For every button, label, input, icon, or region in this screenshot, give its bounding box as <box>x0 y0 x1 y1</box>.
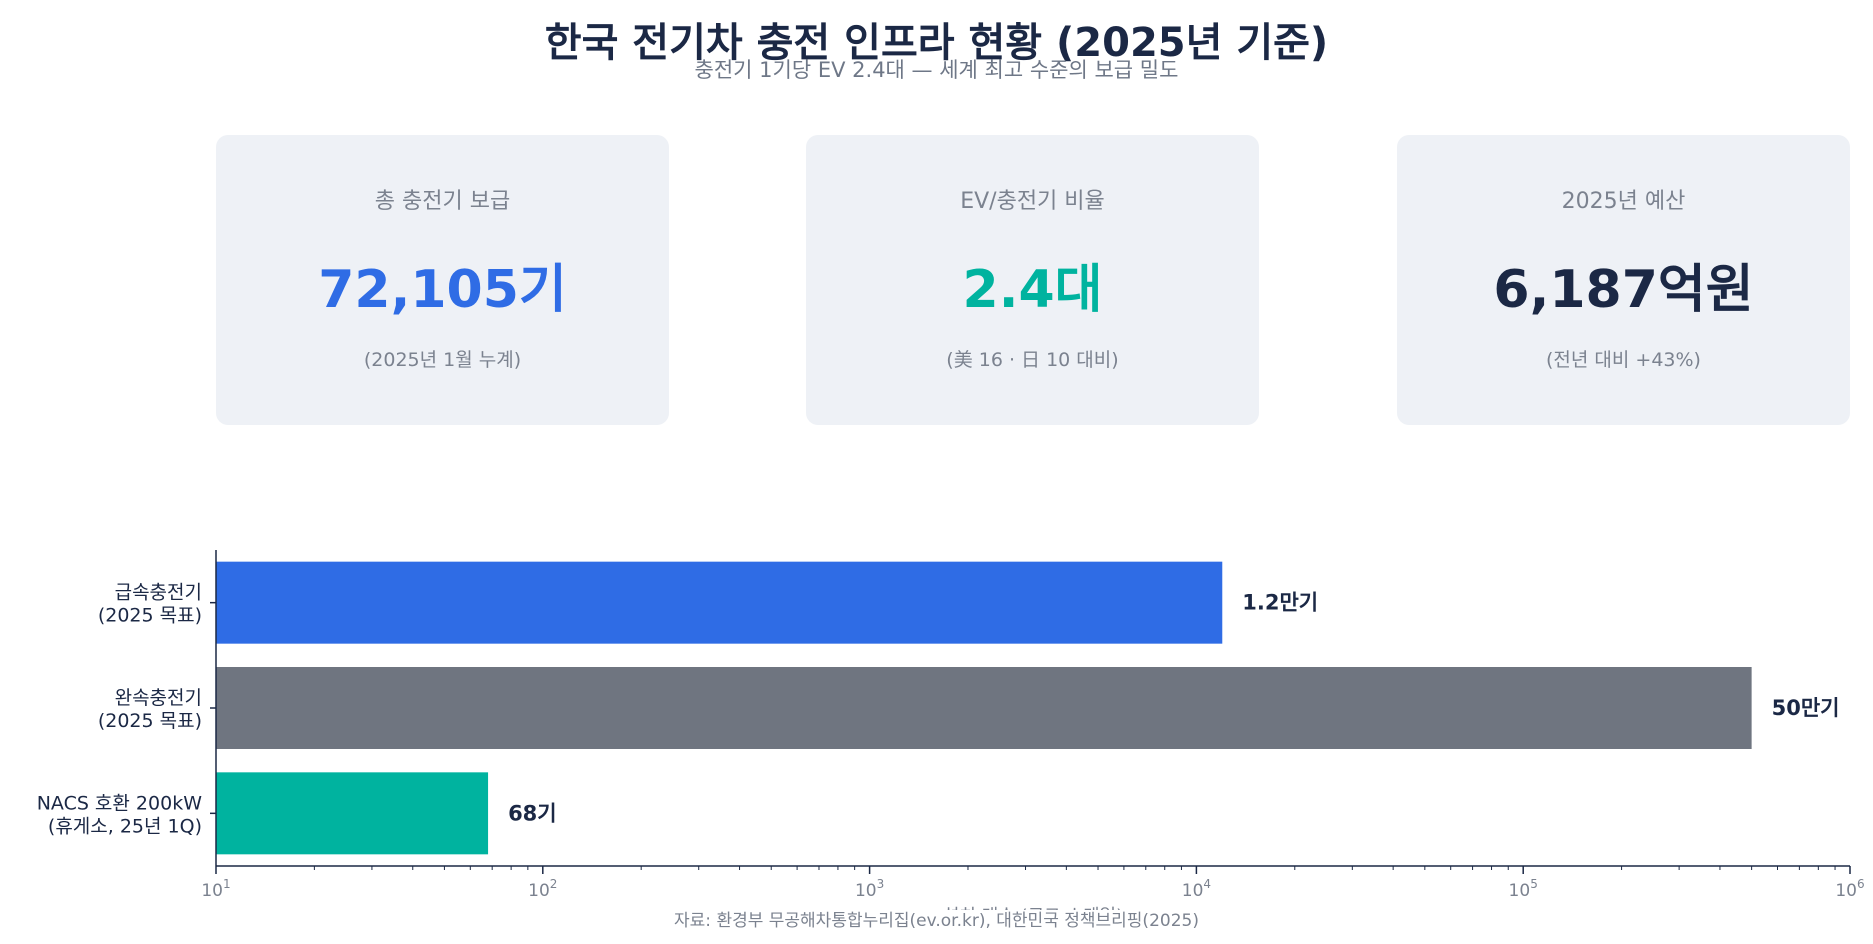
x-tick-label: 106 <box>1835 877 1864 901</box>
category-label: 급속충전기 (2025 목표) <box>98 582 202 627</box>
kpi-card-budget: 2025년 예산 6,187억원 (전년 대비 +43%) <box>1397 135 1850 425</box>
bar <box>216 667 1752 749</box>
bar-chart: 1.2만기 급속충전기 (2025 목표) 50만기 완속충전기 (2025 목표) 68기… <box>37 550 1865 910</box>
data-label: 50만기 <box>1772 696 1840 720</box>
bar <box>216 561 1223 644</box>
data-label: 1.2만기 <box>1242 591 1318 615</box>
kpi-label: 2025년 예산 <box>1561 189 1686 214</box>
kpi-card-ev-ratio: EV/충전기 비율 2.4대 (美 16 · 日 10 대비) <box>806 135 1259 425</box>
x-tick-label: 102 <box>528 877 557 901</box>
kpi-value: 6,187억원 <box>1493 260 1754 320</box>
kpi-note: (美 16 · 日 10 대비) <box>946 349 1119 371</box>
x-tick-label: 101 <box>201 877 230 901</box>
kpi-card-total-chargers: 총 충전기 보급 72,105기 (2025년 1월 누계) <box>216 135 669 425</box>
x-tick-label: 103 <box>855 877 884 901</box>
kpi-value: 2.4대 <box>962 260 1103 320</box>
kpi-label: EV/충전기 비율 <box>960 189 1105 214</box>
source-footnote: 자료: 환경부 무공해차통합누리집(ev.or.kr), 대한민국 정책브리핑(… <box>674 911 1199 931</box>
data-label: 68기 <box>508 801 557 825</box>
x-axis-label: 설치 대수 (로그 스케일) <box>943 906 1123 910</box>
category-label: 완속충전기 (2025 목표) <box>98 687 202 732</box>
page-title: 한국 전기차 충전 인프라 현황 (2025년 기준) <box>544 20 1329 66</box>
kpi-note: (전년 대비 +43%) <box>1546 349 1701 371</box>
x-tick-label: 104 <box>1182 877 1211 901</box>
category-label: NACS 호환 200kW (휴게소, 25년 1Q) <box>37 792 203 837</box>
kpi-note: (2025년 1월 누계) <box>363 349 522 371</box>
x-tick-label: 105 <box>1509 877 1538 901</box>
page-subtitle: 충전기 1기당 EV 2.4대 — 세계 최고 수준의 보급 밀도 <box>694 58 1179 82</box>
kpi-label: 총 충전기 보급 <box>374 189 511 214</box>
bar <box>216 772 489 855</box>
kpi-value: 72,105기 <box>318 260 567 320</box>
